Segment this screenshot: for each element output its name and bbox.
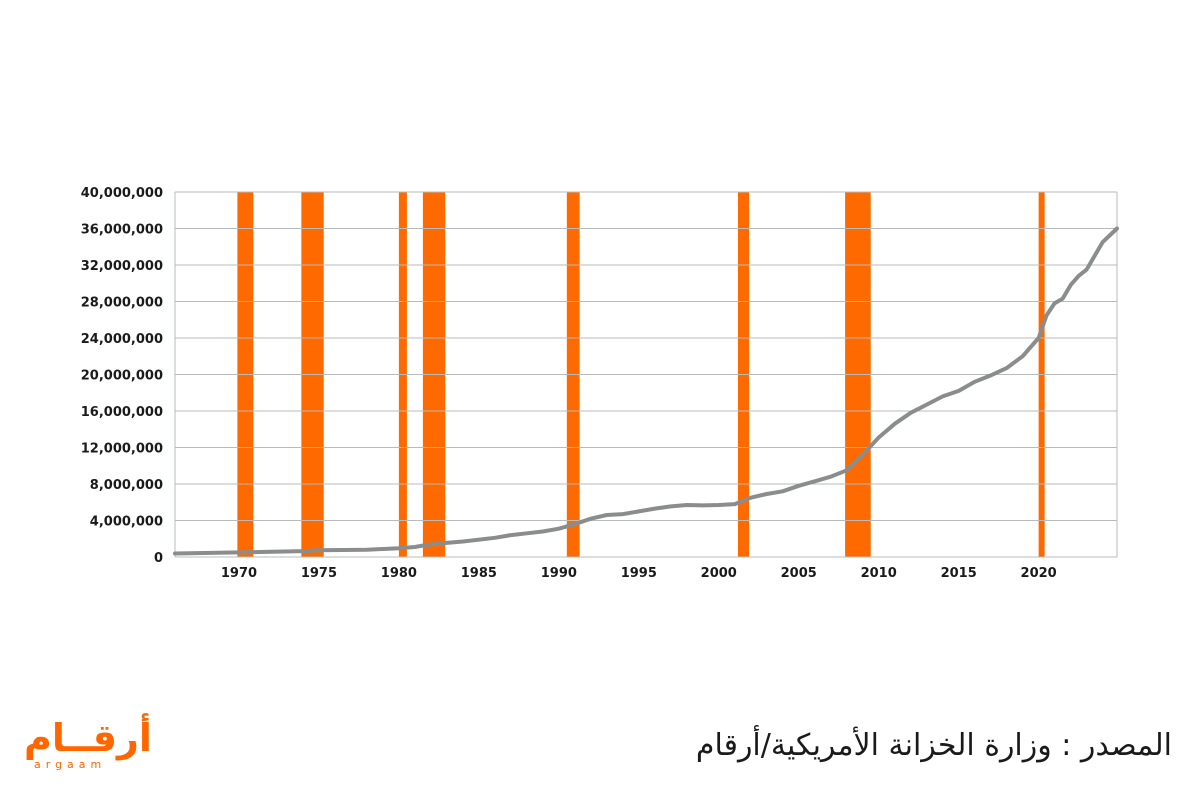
y-tick-label-1: 4,000,000 — [90, 515, 163, 530]
series-line-1 — [173, 226, 1119, 556]
series-layer — [173, 226, 1119, 556]
x-tick-label-1995: 1995 — [621, 566, 657, 581]
x-tick-label-1990: 1990 — [541, 566, 577, 581]
y-tick-label-8: 32,000,000 — [81, 259, 163, 274]
x-tick-label-1970: 1970 — [221, 566, 257, 581]
grid-lines — [174, 191, 1118, 558]
y-tick-label-0: 0 — [154, 551, 163, 566]
x-tick-label-1975: 1975 — [301, 566, 337, 581]
y-tick-label-4: 16,000,000 — [81, 405, 163, 420]
logo-latin-text: argaam — [34, 758, 107, 771]
y-tick-label-3: 12,000,000 — [81, 442, 163, 457]
y-axis-ticks: 0 4,000,000 8,000,000 12,000,000 16,000,000 2… — [81, 186, 163, 566]
x-tick-label-2015: 2015 — [941, 566, 977, 581]
argaam-logo: أرقــام argaam — [24, 716, 152, 772]
y-tick-label-6: 24,000,000 — [81, 332, 163, 347]
logo-arabic-text: أرقــام — [24, 716, 152, 760]
y-tick-label-2: 8,000,000 — [90, 478, 163, 493]
y-tick-label-5: 20,000,000 — [81, 369, 163, 384]
x-tick-label-1985: 1985 — [461, 566, 497, 581]
x-tick-label-2005: 2005 — [781, 566, 817, 581]
x-tick-label-2010: 2010 — [861, 566, 897, 581]
x-tick-label-2020: 2020 — [1021, 566, 1057, 581]
source-note: المصدر : وزارة الخزانة الأمريكية/أرقام — [695, 728, 1172, 763]
y-tick-label-10: 40,000,000 — [81, 186, 163, 201]
debt-line-chart: 0 4,000,000 8,000,000 12,000,000 16,000,000 2… — [81, 186, 1119, 581]
x-tick-label-2000: 2000 — [701, 566, 737, 581]
y-tick-label-9: 36,000,000 — [81, 223, 163, 238]
y-tick-label-7: 28,000,000 — [81, 296, 163, 311]
x-tick-label-1980: 1980 — [381, 566, 417, 581]
x-axis-ticks: 1970 1975 1980 1985 1990 1995 2000 2005 2010 2015… — [221, 566, 1057, 581]
